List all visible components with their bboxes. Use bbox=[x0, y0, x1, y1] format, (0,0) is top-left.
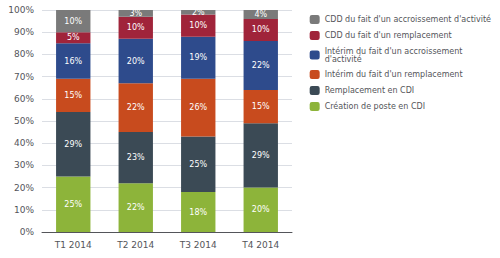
svg-text:20%: 20% bbox=[127, 57, 145, 66]
svg-text:Remplacement en CDI: Remplacement en CDI bbox=[325, 86, 415, 95]
svg-text:40%: 40% bbox=[14, 138, 34, 148]
svg-text:26%: 26% bbox=[189, 103, 207, 112]
svg-text:18%: 18% bbox=[189, 208, 207, 217]
svg-text:Intérim du fait d'un remplacem: Intérim du fait d'un remplacement bbox=[325, 69, 463, 79]
svg-text:60%: 60% bbox=[14, 94, 34, 104]
svg-text:Création de poste en CDI: Création de poste en CDI bbox=[325, 101, 425, 111]
svg-text:20%: 20% bbox=[14, 183, 34, 193]
svg-text:10%: 10% bbox=[64, 17, 82, 26]
svg-text:50%: 50% bbox=[14, 116, 34, 126]
svg-text:90%: 90% bbox=[14, 27, 34, 37]
svg-text:29%: 29% bbox=[64, 140, 82, 149]
svg-text:T1 2014: T1 2014 bbox=[54, 240, 92, 250]
svg-text:T2 2014: T2 2014 bbox=[116, 240, 154, 250]
svg-text:CDD du fait d'un accroissement: CDD du fait d'un accroissement d'activit… bbox=[325, 14, 491, 24]
svg-text:15%: 15% bbox=[64, 91, 82, 100]
svg-text:CDD du fait d'un remplacement: CDD du fait d'un remplacement bbox=[325, 31, 452, 40]
svg-text:30%: 30% bbox=[14, 160, 34, 170]
svg-text:Intérim du fait d'un accroisse: Intérim du fait d'un accroissement bbox=[324, 46, 463, 56]
svg-text:10%: 10% bbox=[189, 21, 207, 30]
svg-text:29%: 29% bbox=[252, 151, 270, 160]
svg-text:10%: 10% bbox=[127, 23, 145, 32]
svg-text:80%: 80% bbox=[14, 49, 34, 59]
svg-text:70%: 70% bbox=[14, 72, 34, 82]
svg-text:10%: 10% bbox=[252, 25, 270, 34]
svg-text:2%: 2% bbox=[192, 8, 205, 17]
svg-text:d'activité: d'activité bbox=[325, 54, 362, 64]
svg-text:T4 2014: T4 2014 bbox=[241, 240, 279, 250]
svg-text:15%: 15% bbox=[252, 102, 270, 111]
svg-text:22%: 22% bbox=[127, 203, 145, 212]
svg-text:16%: 16% bbox=[64, 57, 82, 66]
svg-text:25%: 25% bbox=[64, 200, 82, 209]
svg-text:5%: 5% bbox=[67, 33, 80, 42]
svg-text:10%: 10% bbox=[14, 205, 34, 215]
svg-text:T3 2014: T3 2014 bbox=[179, 240, 217, 250]
svg-text:100%: 100% bbox=[8, 5, 34, 15]
svg-text:19%: 19% bbox=[189, 53, 207, 62]
svg-text:25%: 25% bbox=[189, 160, 207, 169]
svg-text:22%: 22% bbox=[127, 103, 145, 112]
svg-text:20%: 20% bbox=[252, 205, 270, 214]
svg-text:22%: 22% bbox=[252, 61, 270, 70]
svg-text:0%: 0% bbox=[20, 227, 35, 237]
svg-text:4%: 4% bbox=[254, 10, 267, 19]
svg-text:23%: 23% bbox=[127, 153, 145, 162]
svg-text:3%: 3% bbox=[129, 9, 142, 18]
